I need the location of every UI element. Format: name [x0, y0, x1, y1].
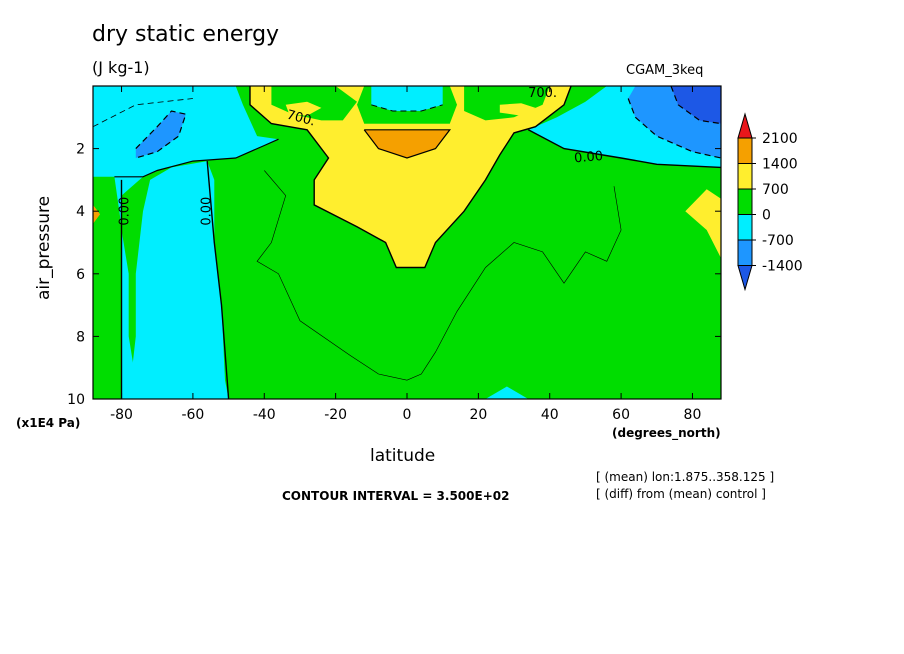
y-tick-label: 2	[76, 142, 85, 158]
contour-700	[249, 86, 572, 269]
colorbar-segment	[737, 188, 753, 215]
x-tick-label: -60	[181, 407, 204, 423]
contour-label: 0.00	[118, 197, 133, 226]
contour-350	[256, 170, 622, 381]
x-axis-units: (degrees_north)	[612, 426, 721, 440]
x-tick-label: 80	[684, 407, 702, 423]
colorbar-segment	[737, 214, 753, 241]
x-tick-label: -80	[110, 407, 133, 423]
colorbar-segment	[737, 239, 753, 266]
region-700-to-1400-blob2	[499, 103, 536, 116]
contour-label: 0.00	[574, 149, 604, 166]
contour-zero-column	[206, 161, 230, 399]
region-1400-edge	[93, 204, 101, 224]
x-tick-label: -20	[324, 407, 347, 423]
region-neg1400-to-neg700-south	[135, 111, 186, 158]
dataset-label: CGAM_3keq	[626, 63, 704, 78]
chart-title: dry static energy	[92, 22, 280, 47]
colorbar-label: 1400	[762, 157, 798, 173]
note-longitude: [ (mean) lon:1.875..358.125 ]	[596, 470, 775, 484]
note-difference: [ (diff) from (mean) control ]	[596, 487, 766, 501]
colorbar-label: -700	[762, 233, 794, 249]
region-1400-to-2100	[364, 129, 450, 158]
colorbar-cap-top	[737, 112, 753, 139]
x-tick-label: 0	[403, 407, 412, 423]
y-tick-label: 8	[76, 329, 85, 345]
region-below-neg1400-north	[671, 86, 721, 124]
region-neg700-to-0-south	[93, 86, 279, 399]
colorbar-label: 700	[762, 182, 789, 198]
x-tick-label: -40	[253, 407, 276, 423]
contour-neg700-south	[135, 110, 187, 159]
y-tick-label: 10	[67, 392, 85, 408]
region-700-to-1400-north	[685, 189, 721, 259]
contour-1400	[363, 129, 452, 159]
contour-zero-band	[114, 138, 279, 178]
region-700-to-1400-blob1	[285, 101, 322, 116]
contour-label: 0.00	[200, 197, 215, 226]
region-neg700-to-0-column	[128, 161, 229, 399]
contour-neg700-north	[627, 98, 721, 159]
contour-interval: CONTOUR INTERVAL = 3.500E+02	[282, 489, 510, 503]
y-axis-units: (x1E4 Pa)	[16, 416, 81, 430]
colorbar-label: 0	[762, 208, 771, 224]
region-0-to-700-topright	[464, 86, 550, 121]
colorbar-label: -1400	[762, 259, 803, 275]
x-tick-label: 20	[469, 407, 487, 423]
y-tick-label: 4	[76, 204, 85, 220]
contour-neg1400-north	[670, 86, 721, 125]
colorbar-label: 2100	[762, 131, 798, 147]
region-neg700-to-0-center	[371, 86, 443, 111]
colorbar: 2100 1400 700 0 -700 -1400	[737, 112, 803, 292]
region-0-to-700-southedge	[93, 176, 122, 399]
contour-neg-center	[371, 104, 443, 112]
x-axis-label: latitude	[370, 446, 436, 466]
colorbar-segment	[737, 137, 753, 164]
chart-units: (J kg-1)	[92, 58, 150, 77]
y-axis-label: air_pressure	[34, 195, 54, 300]
region-neg700-bottom	[485, 386, 529, 399]
x-tick-label: 40	[541, 407, 559, 423]
colorbar-cap-bottom	[737, 265, 753, 292]
region-700-to-1400-center	[250, 86, 572, 268]
colorbar-segment	[737, 163, 753, 190]
y-tick-label: 6	[76, 267, 85, 283]
contour-label: 700.	[285, 108, 317, 130]
x-tick-label: 60	[612, 407, 630, 423]
contour-label: 700.	[528, 86, 557, 101]
contour-zero-north	[527, 129, 721, 169]
